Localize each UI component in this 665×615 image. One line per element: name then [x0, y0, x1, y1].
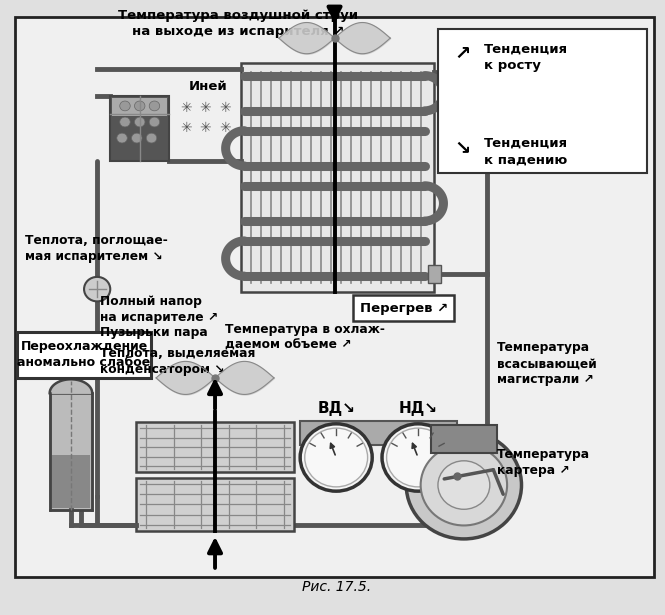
Text: Температура
картера ↗: Температура картера ↗	[497, 448, 590, 477]
Text: ВД↘: ВД↘	[317, 401, 355, 416]
Text: Переохлаждение
аномально слабое: Переохлаждение аномально слабое	[17, 340, 151, 370]
Text: Температура в охлаж-
даемом объеме ↗: Температура в охлаж- даемом объеме ↗	[225, 323, 385, 352]
Circle shape	[117, 133, 127, 143]
Polygon shape	[50, 379, 92, 393]
Circle shape	[421, 445, 507, 525]
Text: ✳: ✳	[200, 101, 211, 115]
Text: Теплота, поглощае-
мая испарителем ↘: Теплота, поглощае- мая испарителем ↘	[25, 234, 168, 263]
Bar	[300, 421, 458, 445]
Circle shape	[84, 277, 110, 301]
Circle shape	[438, 461, 490, 509]
Text: ✳: ✳	[200, 121, 211, 135]
Circle shape	[134, 101, 145, 111]
Circle shape	[149, 101, 160, 111]
Text: Тенденция
к падению: Тенденция к падению	[483, 136, 568, 166]
Bar	[136, 478, 294, 531]
Text: ↘: ↘	[454, 139, 470, 158]
Text: Полный напор
на испарителе ↗: Полный напор на испарителе ↗	[100, 295, 219, 324]
Text: ✳: ✳	[180, 101, 192, 115]
Bar	[52, 455, 90, 508]
Bar	[352, 295, 454, 321]
Bar	[241, 63, 434, 292]
Text: Температура воздушной струи
на выходе из испарителя ↗: Температура воздушной струи на выходе из…	[118, 9, 358, 38]
Bar	[110, 97, 169, 161]
Circle shape	[146, 133, 157, 143]
Bar	[17, 332, 151, 378]
Circle shape	[300, 424, 372, 491]
Circle shape	[132, 133, 142, 143]
Text: ✳: ✳	[219, 121, 231, 135]
Circle shape	[305, 428, 368, 487]
Circle shape	[120, 101, 130, 111]
Text: Теплота, выделяемая
конденсатором ↘: Теплота, выделяемая конденсатором ↘	[100, 347, 256, 376]
Bar	[431, 425, 497, 453]
Circle shape	[386, 428, 450, 487]
Bar	[136, 423, 294, 472]
Bar	[112, 98, 167, 116]
Text: Перегрев ↗: Перегрев ↗	[360, 301, 448, 315]
Circle shape	[382, 424, 454, 491]
Bar	[428, 264, 441, 283]
Text: ↗: ↗	[454, 44, 470, 63]
Text: ✳: ✳	[180, 121, 192, 135]
Text: ✳: ✳	[219, 101, 231, 115]
Text: Иней: Иней	[189, 80, 228, 93]
Bar	[50, 393, 92, 510]
Text: Тенденция
к росту: Тенденция к росту	[483, 42, 568, 73]
Text: Пузырьки пара: Пузырьки пара	[100, 326, 208, 339]
Circle shape	[120, 117, 130, 127]
Circle shape	[134, 117, 145, 127]
Text: Температура
всасывающей
магистрали ↗: Температура всасывающей магистрали ↗	[497, 341, 597, 386]
Text: НД↘: НД↘	[398, 401, 438, 416]
Text: Рис. 17.5.: Рис. 17.5.	[302, 580, 371, 594]
Circle shape	[406, 431, 521, 539]
Bar	[438, 29, 647, 173]
Circle shape	[149, 117, 160, 127]
